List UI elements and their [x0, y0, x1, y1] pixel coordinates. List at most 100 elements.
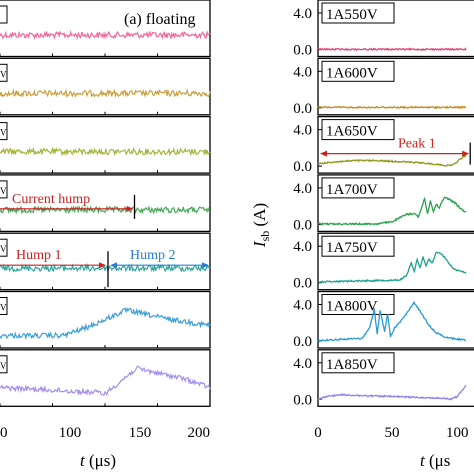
- chart-b-panel-frame: [317, 57, 474, 116]
- chart-b-y-tick-label: 0.0: [293, 101, 312, 117]
- chart-b-series-name: 1A650V: [326, 124, 378, 140]
- chart-b-y-tick-label: 4.0: [293, 123, 312, 139]
- chart-b-series-name: 1A750V: [326, 240, 378, 256]
- chart-b-series-line: [317, 300, 467, 343]
- chart-b-x-tick-label: 50: [385, 425, 400, 441]
- chart-b-legend-box: [321, 177, 395, 199]
- chart-b-series-line: [317, 251, 467, 284]
- chart-a-series-line: [0, 306, 211, 341]
- chart-a-panel-label-box: [0, 63, 8, 82]
- chart-b-x-var: t: [420, 451, 426, 470]
- chart-a-series-line: [0, 263, 211, 273]
- chart-b-arrowhead: [320, 150, 327, 157]
- chart-b-y-tick-label: 4.0: [293, 239, 312, 255]
- chart-a-panel: V: [0, 232, 211, 291]
- chart-b-series-name: 1A550V: [326, 7, 378, 23]
- chart-b-panel: 4.0 0.0 1A550V: [293, 0, 474, 59]
- chart-a-x-tick-label: 200: [188, 425, 211, 441]
- chart-b-y-tick-label: 4.0: [293, 64, 312, 80]
- chart-a-annotation-text: Hump 2: [130, 248, 176, 263]
- chart-b-legend-box: [321, 119, 395, 141]
- chart-a-panel: V: [0, 115, 211, 174]
- chart-a-series-line: [0, 88, 211, 99]
- chart-b-legend-box: [321, 235, 395, 257]
- chart-a-panel-label: V: [0, 303, 7, 313]
- chart-a-floating: (a) floating V V V V V V Current hump Hump 1 Hum…: [0, 0, 211, 470]
- chart-b-panel: 4.0 0.0 1A800V: [293, 290, 474, 350]
- chart-b-series-name: 1A800V: [326, 299, 378, 315]
- chart-b-y-tick-label: 0.0: [293, 217, 312, 233]
- chart-b-series-line: [317, 384, 467, 401]
- chart-b-legend-box: [321, 352, 395, 374]
- chart-a-panel-frame: [0, 0, 211, 58]
- chart-a-annotation: Hump 2: [110, 248, 209, 269]
- chart-a-x-tick-label: 100: [59, 425, 82, 441]
- chart-b-x-ticks: 0 50 100: [314, 425, 468, 441]
- chart-a-panel-label-box: [0, 122, 8, 141]
- chart-a-panel-label: V: [0, 361, 7, 371]
- chart-b-panel: 4.0 0.0 1A600V: [293, 57, 474, 117]
- chart-b-panel-frame: [317, 0, 474, 58]
- chart-b-series-line: [317, 47, 467, 52]
- chart-b-panel-frame: [317, 290, 474, 349]
- chart-a-x-ticks: 0 100 150 200: [0, 425, 210, 441]
- chart-a-annotation: Current hump: [0, 192, 136, 219]
- chart-b-y-axis-label: Isb (A): [250, 203, 272, 248]
- chart-b-y-tick-label: 0.0: [293, 43, 312, 59]
- chart-b-annotation: Peak 1: [320, 137, 471, 165]
- chart-a-x-tick-label: 150: [129, 425, 152, 441]
- chart-b-annotation-text: Peak 1: [398, 137, 436, 152]
- chart-b-legend-box: [321, 294, 395, 315]
- chart-a-arrowhead: [99, 262, 106, 269]
- chart-b-panel-frame: [317, 115, 474, 174]
- chart-a-annotation: Hump 1: [0, 248, 109, 288]
- chart-b-legend-box: [321, 2, 395, 24]
- chart-a-panels: V V V V V V Current hump Hump 1 Hump 2: [0, 0, 211, 407]
- chart-b-arrowhead: [462, 150, 470, 157]
- chart-b-x-axis-label: t (μs: [420, 451, 450, 470]
- chart-a-x-var: t: [80, 451, 86, 470]
- chart-b-panel-frame: [317, 349, 474, 407]
- chart-a-x-axis-label: t (μs): [80, 451, 116, 470]
- chart-b-series-name: 1A850V: [326, 357, 378, 373]
- chart-a-panel-label: V: [0, 128, 7, 138]
- chart-a-panel-frame: [0, 57, 211, 116]
- chart-b-panel: 4.0 0.0 1A700V: [293, 174, 474, 233]
- chart-a-panel-frame: [0, 115, 211, 174]
- chart-a-panel-label: V: [0, 186, 7, 196]
- chart-b-current-sweep: 4.0 0.0 1A550V 4.0 0.0 1A600V 4.0 0.0 1A650V 4.0 0…: [250, 0, 474, 470]
- chart-a-panel-label-box: [0, 297, 8, 315]
- chart-a-x-unit: (μs): [85, 451, 116, 470]
- chart-b-y-tick-label: 4.0: [293, 356, 312, 372]
- chart-a-arrowhead: [126, 205, 134, 212]
- chart-b-panels: 4.0 0.0 1A550V 4.0 0.0 1A600V 4.0 0.0 1A650V 4.0 0…: [293, 0, 474, 408]
- chart-b-y-tick-label: 0.0: [293, 276, 312, 292]
- chart-b-panel: 4.0 0.0 1A750V: [293, 232, 474, 292]
- chart-a-panel: V: [0, 290, 211, 349]
- chart-a-series-line: [0, 204, 211, 215]
- chart-a-annotation-text: Current hump: [12, 192, 90, 207]
- chart-a-arrowhead: [110, 262, 117, 269]
- chart-a-series-line: [0, 29, 211, 41]
- chart-a-panel-frame: [0, 349, 211, 407]
- chart-a-panel-label: V: [0, 244, 7, 254]
- chart-a-panel: V: [0, 174, 211, 233]
- chart-b-series-name: 1A600V: [326, 65, 378, 81]
- chart-a-panel: V: [0, 57, 211, 116]
- chart-b-y-var: I: [250, 240, 269, 248]
- chart-b-y-tick-label: 0.0: [293, 159, 312, 175]
- chart-b-y-tick-label: 4.0: [293, 298, 312, 314]
- chart-a-x-tick-label: 0: [0, 425, 8, 441]
- chart-b-series-line: [317, 154, 467, 167]
- chart-a-panel-label-box: [0, 180, 8, 199]
- chart-a-arrowhead: [202, 262, 209, 269]
- chart-a-panel-label-box: [0, 355, 8, 374]
- chart-b-series-line: [317, 105, 466, 110]
- chart-b-y-sub: sb: [258, 231, 272, 242]
- chart-a-panel-label-box: [0, 5, 8, 24]
- chart-b-y-unit: (A): [250, 203, 269, 231]
- chart-a-series-line: [0, 146, 211, 157]
- chart-b-panel-frame: [317, 232, 474, 291]
- chart-a-series-line: [0, 365, 211, 397]
